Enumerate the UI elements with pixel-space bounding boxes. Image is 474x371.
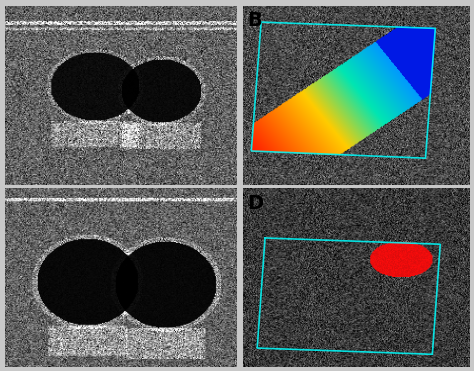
- Text: D: D: [247, 194, 264, 213]
- Text: B: B: [247, 11, 262, 30]
